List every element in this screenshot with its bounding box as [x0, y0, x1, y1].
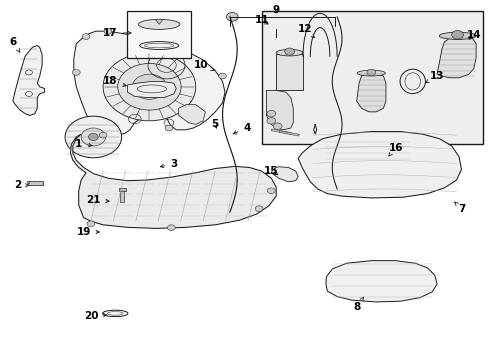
Polygon shape	[13, 45, 44, 116]
Polygon shape	[298, 132, 461, 198]
Ellipse shape	[404, 73, 420, 90]
Bar	[127, 12, 190, 58]
Polygon shape	[356, 72, 385, 112]
Bar	[120, 190, 124, 202]
Text: 16: 16	[387, 143, 402, 156]
Text: 8: 8	[352, 297, 363, 312]
Text: 1: 1	[75, 139, 92, 149]
Ellipse shape	[276, 49, 303, 56]
Circle shape	[88, 134, 98, 140]
Circle shape	[167, 225, 175, 230]
Bar	[26, 181, 29, 183]
Circle shape	[266, 111, 275, 117]
Text: 21: 21	[86, 195, 109, 205]
Text: 15: 15	[264, 166, 278, 176]
Text: 9: 9	[272, 5, 279, 15]
Text: 3: 3	[160, 159, 177, 169]
Text: 11: 11	[254, 15, 268, 26]
Wedge shape	[155, 19, 163, 24]
Circle shape	[143, 82, 155, 91]
Text: 20: 20	[83, 311, 106, 321]
Circle shape	[118, 63, 181, 110]
Text: 14: 14	[466, 30, 480, 40]
Polygon shape	[266, 90, 293, 130]
Polygon shape	[271, 167, 298, 182]
Circle shape	[72, 69, 80, 75]
Circle shape	[284, 48, 294, 55]
Circle shape	[366, 69, 375, 76]
Circle shape	[87, 221, 95, 226]
Ellipse shape	[144, 43, 173, 48]
Polygon shape	[436, 35, 475, 78]
Text: 12: 12	[298, 24, 314, 38]
Bar	[276, 54, 303, 90]
Text: 5: 5	[211, 120, 219, 129]
Circle shape	[65, 116, 122, 158]
Text: 6: 6	[9, 37, 20, 52]
Polygon shape	[325, 261, 436, 302]
Circle shape	[99, 132, 107, 138]
Circle shape	[103, 53, 195, 121]
Text: 7: 7	[454, 202, 464, 214]
Bar	[27, 181, 43, 185]
Ellipse shape	[107, 312, 123, 315]
Bar	[261, 12, 483, 144]
Text: 2: 2	[14, 180, 29, 190]
Text: 17: 17	[103, 28, 131, 38]
Circle shape	[81, 128, 105, 146]
Circle shape	[266, 118, 275, 124]
Circle shape	[164, 125, 172, 131]
Ellipse shape	[356, 70, 385, 76]
Circle shape	[273, 123, 282, 130]
Circle shape	[82, 34, 90, 40]
Circle shape	[226, 13, 238, 21]
Text: 10: 10	[193, 60, 214, 71]
Ellipse shape	[438, 32, 475, 40]
Polygon shape	[320, 139, 412, 163]
Circle shape	[255, 206, 263, 212]
Text: 13: 13	[425, 71, 444, 83]
Text: 4: 4	[233, 123, 250, 134]
Polygon shape	[74, 31, 224, 137]
Circle shape	[104, 28, 112, 34]
Ellipse shape	[335, 118, 342, 128]
Polygon shape	[70, 134, 276, 228]
Ellipse shape	[138, 19, 180, 30]
FancyArrow shape	[279, 131, 299, 136]
Polygon shape	[178, 105, 205, 125]
Ellipse shape	[332, 114, 346, 131]
Polygon shape	[127, 81, 176, 98]
Circle shape	[182, 44, 189, 50]
Text: 19: 19	[76, 227, 99, 237]
FancyArrow shape	[270, 129, 290, 134]
Circle shape	[132, 74, 166, 99]
Circle shape	[218, 73, 226, 79]
Text: 18: 18	[103, 76, 126, 86]
Circle shape	[267, 188, 275, 194]
Bar	[119, 188, 125, 192]
Circle shape	[451, 31, 463, 39]
